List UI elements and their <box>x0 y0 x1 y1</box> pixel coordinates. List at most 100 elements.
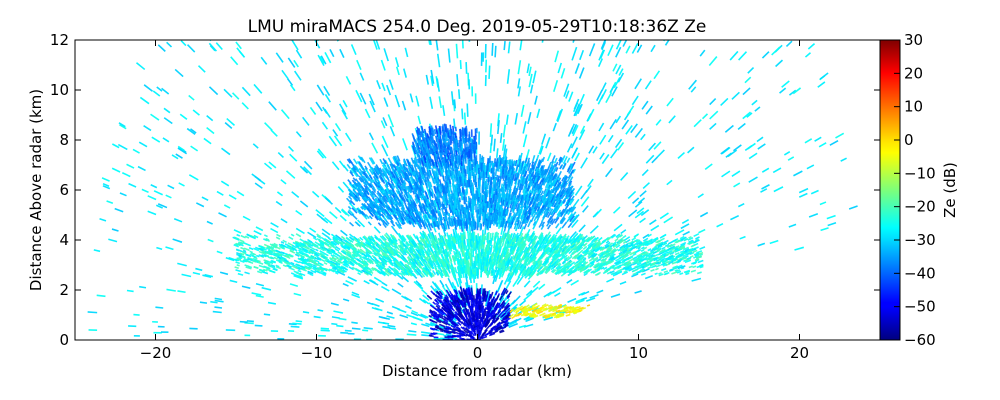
reflectivity-gate <box>560 155 566 163</box>
reflectivity-gate <box>648 239 653 244</box>
reflectivity-gate <box>447 261 452 270</box>
reflectivity-gate <box>686 256 692 260</box>
reflectivity-gate <box>238 254 242 258</box>
reflectivity-gate <box>425 238 430 245</box>
reflectivity-gate <box>464 252 468 261</box>
reflectivity-gate <box>289 153 298 162</box>
reflectivity-gate <box>788 223 797 228</box>
reflectivity-gate <box>560 272 566 277</box>
reflectivity-gate <box>280 256 286 260</box>
reflectivity-gate <box>496 279 504 293</box>
reflectivity-gate <box>272 252 279 257</box>
reflectivity-gate <box>415 280 422 287</box>
reflectivity-gate <box>626 267 633 271</box>
reflectivity-gate <box>180 40 187 47</box>
reflectivity-gate <box>170 6 176 12</box>
reflectivity-gate <box>163 117 173 125</box>
reflectivity-gate <box>742 111 752 120</box>
reflectivity-gate <box>378 244 384 250</box>
reflectivity-gate <box>672 265 679 269</box>
reflectivity-gate <box>394 269 400 275</box>
reflectivity-gate <box>416 249 422 256</box>
reflectivity-gate <box>644 242 650 247</box>
reflectivity-gate <box>444 269 449 277</box>
reflectivity-gate <box>597 58 604 67</box>
reflectivity-gate <box>166 41 173 48</box>
reflectivity-gate <box>530 216 535 223</box>
reflectivity-gate <box>409 260 416 268</box>
reflectivity-gate <box>348 209 355 216</box>
reflectivity-gate <box>674 248 678 251</box>
reflectivity-gate <box>526 247 532 254</box>
reflectivity-gate <box>607 134 614 143</box>
reflectivity-gate <box>537 269 544 276</box>
reflectivity-gate <box>563 270 569 275</box>
reflectivity-gate <box>393 248 399 254</box>
reflectivity-gate <box>594 239 598 243</box>
reflectivity-gate <box>443 249 448 256</box>
reflectivity-gate <box>578 224 586 233</box>
reflectivity-gate <box>365 243 372 250</box>
reflectivity-gate <box>407 261 413 267</box>
reflectivity-gate <box>578 233 584 240</box>
reflectivity-gate <box>461 241 465 250</box>
reflectivity-gate <box>309 227 317 233</box>
reflectivity-gate <box>606 237 611 242</box>
reflectivity-gate <box>167 184 175 190</box>
reflectivity-gate <box>737 122 746 130</box>
reflectivity-gate <box>258 264 265 269</box>
reflectivity-gate <box>467 231 470 240</box>
reflectivity-gate <box>585 297 596 302</box>
reflectivity-gate <box>664 271 670 276</box>
reflectivity-gate <box>514 159 518 167</box>
reflectivity-gate <box>456 191 459 199</box>
reflectivity-gate <box>644 275 653 280</box>
reflectivity-gate <box>404 47 409 58</box>
reflectivity-gate <box>454 253 458 259</box>
reflectivity-gate <box>447 242 451 250</box>
reflectivity-gate <box>528 73 533 88</box>
reflectivity-gate <box>612 63 618 72</box>
reflectivity-gate <box>615 244 621 249</box>
reflectivity-gate <box>412 233 417 239</box>
reflectivity-gate <box>293 292 302 297</box>
reflectivity-gate <box>434 282 441 291</box>
reflectivity-gate <box>431 222 437 233</box>
reflectivity-gate <box>400 235 406 243</box>
reflectivity-gate <box>674 239 680 244</box>
reflectivity-gate <box>685 272 690 276</box>
reflectivity-gate <box>505 243 509 252</box>
reflectivity-gate <box>704 163 713 170</box>
reflectivity-gate <box>528 270 535 278</box>
reflectivity-gate <box>525 317 535 323</box>
reflectivity-gate <box>508 272 515 282</box>
reflectivity-gate <box>574 253 580 258</box>
reflectivity-gate <box>430 321 438 326</box>
reflectivity-gate <box>265 237 270 241</box>
reflectivity-gate <box>244 321 254 325</box>
reflectivity-gate <box>266 246 271 249</box>
reflectivity-gate <box>453 256 457 262</box>
reflectivity-gate <box>546 220 551 227</box>
reflectivity-gate <box>683 237 689 242</box>
reflectivity-gate <box>624 261 629 265</box>
reflectivity-gate <box>562 233 567 239</box>
reflectivity-gate <box>641 100 649 110</box>
reflectivity-gate <box>261 270 269 275</box>
reflectivity-gate <box>369 270 374 275</box>
reflectivity-gate <box>820 227 829 232</box>
reflectivity-gate <box>508 270 513 276</box>
reflectivity-gate <box>344 244 349 248</box>
reflectivity-gate <box>309 106 317 115</box>
reflectivity-gate <box>646 259 653 264</box>
reflectivity-gate <box>323 85 331 96</box>
reflectivity-gate <box>568 206 573 212</box>
reflectivity-gate <box>420 174 424 180</box>
reflectivity-gate <box>427 234 432 240</box>
reflectivity-gate <box>441 244 446 254</box>
reflectivity-gate <box>456 0 457 6</box>
reflectivity-gate <box>440 236 445 244</box>
reflectivity-gate <box>573 98 580 110</box>
reflectivity-gate <box>552 255 558 261</box>
reflectivity-gate <box>427 0 429 8</box>
